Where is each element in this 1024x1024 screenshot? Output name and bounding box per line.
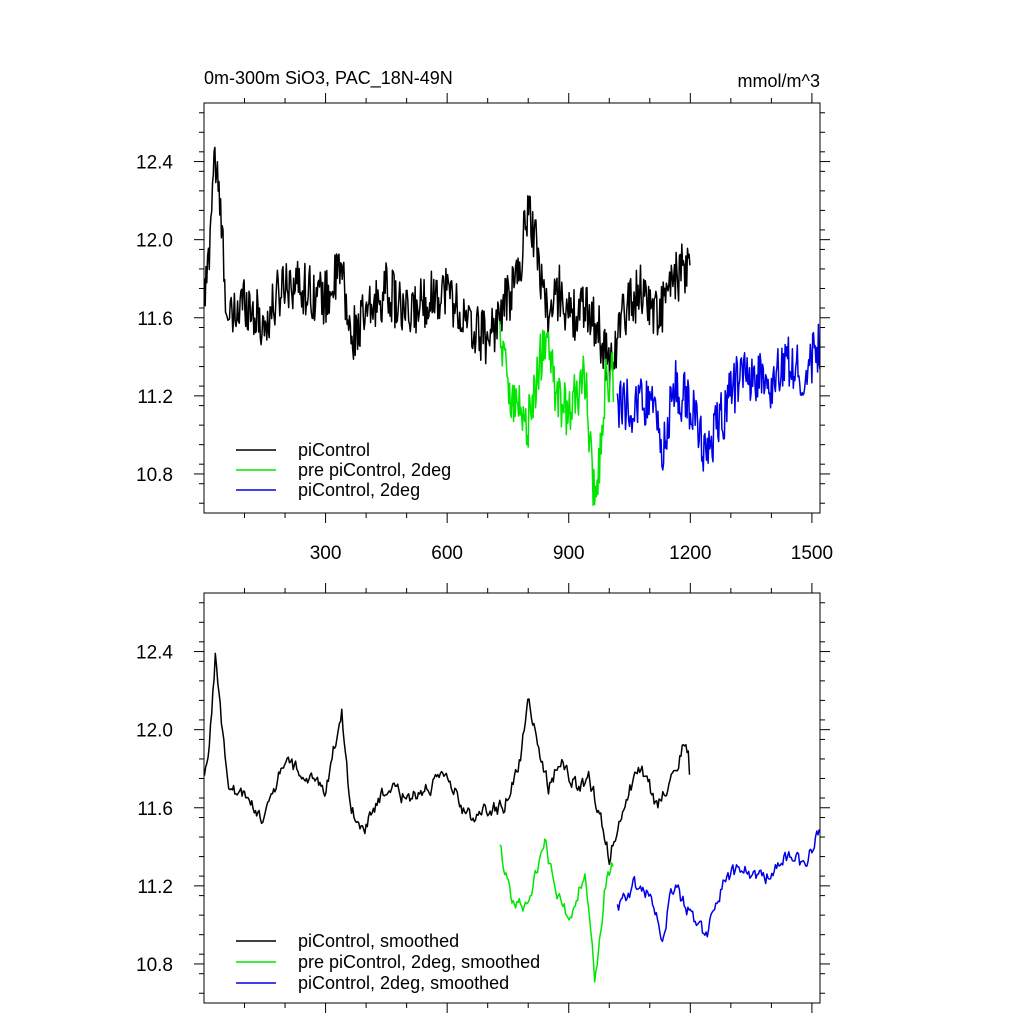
x-tick-label: 1200 <box>669 543 711 564</box>
y-tick-label: 11.2 <box>137 387 173 408</box>
chart-title: 0m-300m SiO3, PAC_18N-49N <box>204 68 453 89</box>
legend-label: piControl, 2deg <box>298 480 420 500</box>
y-tick-label: 10.8 <box>136 955 173 976</box>
legend-label: pre piControl, 2deg <box>298 460 451 480</box>
x-tick-label: 1500 <box>791 543 833 564</box>
y-tick-label: 10.8 <box>136 465 173 486</box>
bottom-panel: 10.8 11.2 11.6 12.0 12.4 piControl, smoothed… <box>136 583 830 1013</box>
legend-label: piControl, smoothed <box>298 931 459 951</box>
bottom-plot-frame <box>203 592 821 1004</box>
y-tick-label: 12.4 <box>136 643 173 664</box>
x-tick-label: 300 <box>310 543 342 564</box>
y-tick-label: 11.6 <box>137 799 173 820</box>
units-label: mmol/m^3 <box>738 71 820 91</box>
series-line <box>616 829 820 943</box>
legend-label: piControl <box>298 440 370 460</box>
series-line <box>203 146 691 386</box>
legend-label: piControl, 2deg, smoothed <box>298 973 509 993</box>
series-line <box>203 652 691 866</box>
top-panel: 10.8 11.2 11.6 12.0 12.4 300 600 900 1200 1500 pi… <box>136 93 833 564</box>
y-tick-label: 11.2 <box>137 877 173 898</box>
y-tick-label: 12.0 <box>136 231 173 252</box>
series-line <box>499 321 615 507</box>
y-tick-label: 12.0 <box>136 721 173 742</box>
y-tick-label: 12.4 <box>136 153 173 174</box>
x-tick-label: 900 <box>553 543 585 564</box>
y-tick-label: 11.6 <box>137 309 173 330</box>
x-tick-label: 600 <box>431 543 463 564</box>
legend-label: pre piControl, 2deg, smoothed <box>298 952 540 972</box>
series-line <box>499 838 614 983</box>
top-plot-frame <box>203 102 821 514</box>
series-line <box>616 323 821 472</box>
